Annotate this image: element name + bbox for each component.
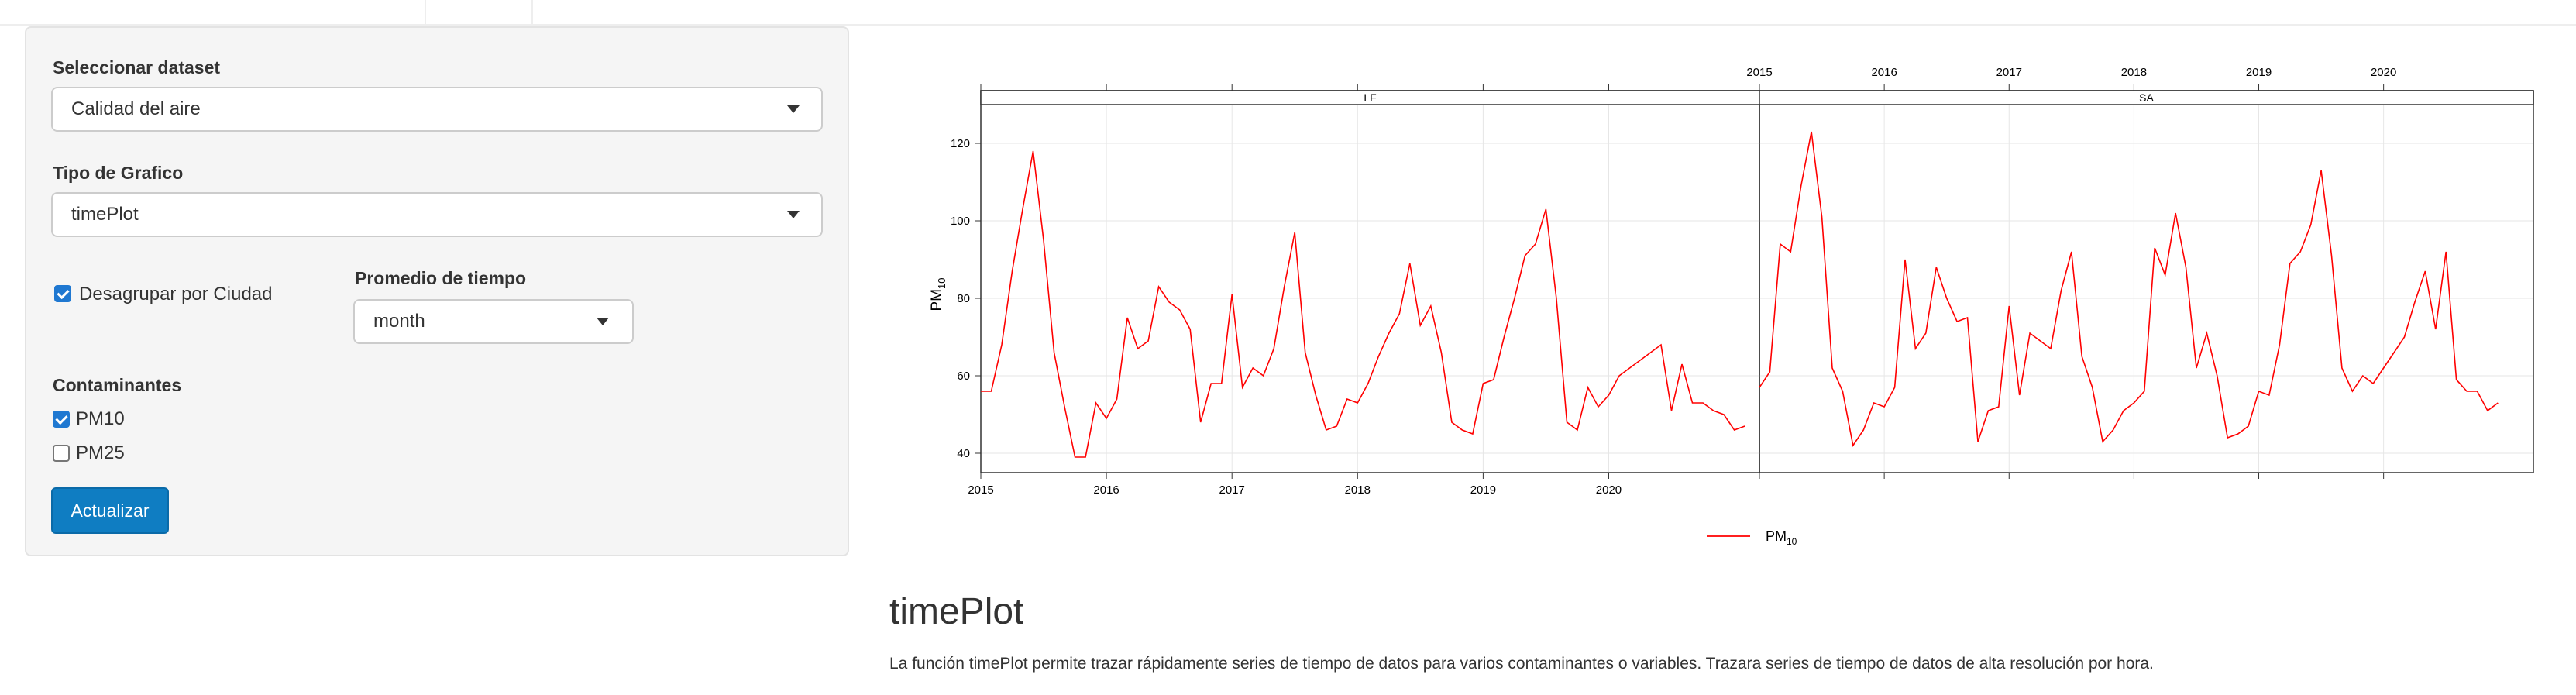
pm10-label: PM10 (76, 408, 125, 429)
x-tick-label: 2016 (1093, 483, 1119, 497)
dataset-label: Seleccionar dataset (53, 57, 221, 77)
pollutants-label: Contaminantes (53, 375, 182, 395)
y-tick-label: 60 (957, 370, 970, 383)
update-button[interactable]: Actualizar (51, 487, 169, 534)
plot-type-label: Tipo de Grafico (53, 163, 184, 183)
chevron-down-icon (787, 105, 800, 113)
legend-label: PM10 (1766, 528, 1797, 547)
y-tick-label: 40 (957, 447, 970, 460)
pm25-checkbox[interactable] (53, 445, 70, 462)
series-line-LF (981, 150, 1745, 458)
x-tick-label: 2020 (1596, 483, 1622, 497)
chevron-down-icon (597, 318, 609, 325)
y-tick-label: 80 (957, 292, 970, 305)
chevron-down-icon (787, 211, 800, 218)
avg-time-select-value: month (373, 311, 425, 332)
panel-strip-label: SA (2139, 91, 2154, 104)
panel-frame (980, 90, 1760, 473)
time-plot-chart: LF 2015 2016 2017 2018 2019 2020 SA 2015 2016 2017… (929, 66, 2534, 547)
x-tick-label: 2020 (2371, 66, 2396, 79)
plot-type-select[interactable]: timePlot (51, 192, 823, 237)
x-tick-label: 2018 (1345, 483, 1371, 497)
y-tick-label: 100 (951, 215, 970, 228)
ungroup-checkbox[interactable] (54, 285, 71, 302)
output-title: timePlot (889, 591, 1024, 632)
output-description: La función timePlot permite trazar rápid… (889, 655, 2154, 673)
dataset-select-value: Calidad del aire (71, 98, 201, 119)
x-tick-label: 2017 (1996, 66, 2022, 79)
x-tick-label: 2018 (2121, 66, 2147, 79)
tab-divider (531, 0, 533, 24)
x-tick-label: 2017 (1219, 483, 1245, 497)
panel-strip-label: LF (1364, 91, 1376, 104)
ungroup-label: Desagrupar por Ciudad (79, 284, 273, 304)
avg-time-select[interactable]: month (353, 299, 634, 344)
avg-time-label: Promedio de tiempo (355, 268, 527, 288)
sidebar-panel: Seleccionar dataset Calidad del aire Tip… (25, 26, 849, 556)
panel-strip (1759, 90, 2534, 105)
pm25-label: PM25 (76, 442, 125, 463)
dataset-select[interactable]: Calidad del aire (51, 87, 823, 132)
tab-divider (425, 0, 426, 24)
x-tick-label: 2019 (1470, 483, 1496, 497)
y-axis-label: PM10 (929, 278, 948, 311)
x-tick-label: 2016 (1871, 66, 1897, 79)
pm10-checkbox[interactable] (53, 411, 70, 428)
x-tick-label: 2015 (1746, 66, 1772, 79)
top-divider (0, 24, 2576, 26)
panel-frame (1759, 90, 2534, 473)
x-tick-label: 2015 (968, 483, 993, 497)
plot-type-select-value: timePlot (71, 204, 139, 225)
x-tick-label: 2019 (2246, 66, 2272, 79)
y-tick-label: 120 (951, 137, 970, 150)
series-line-SA (1759, 131, 2499, 448)
